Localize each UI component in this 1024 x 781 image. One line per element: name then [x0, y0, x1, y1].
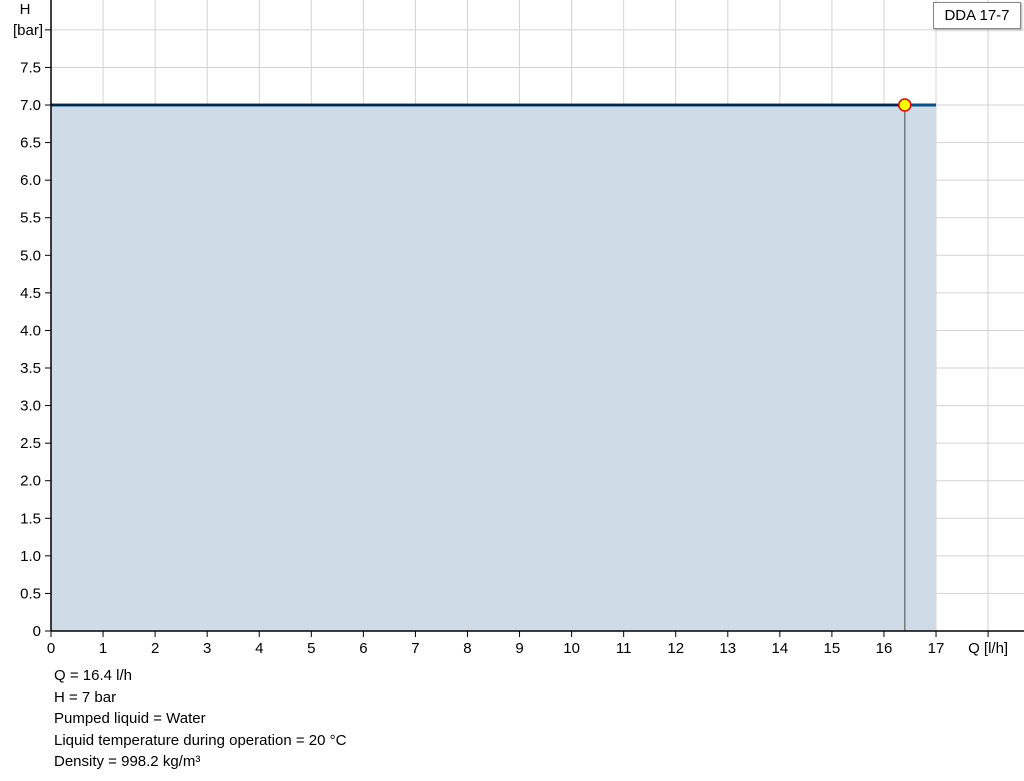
info-temperature: Liquid temperature during operation = 20…	[54, 731, 347, 749]
y-tick-label: 0	[33, 623, 41, 640]
duty-point-info: Q = 16.4 l/h H = 7 bar Pumped liquid = W…	[54, 665, 346, 773]
x-tick-label: 6	[359, 640, 367, 657]
y-tick-label: 6.0	[20, 172, 41, 189]
x-axis-label: Q [l/h]	[968, 640, 1008, 657]
info-flow: Q = 16.4 l/h	[54, 667, 132, 684]
x-tick-label: 14	[771, 640, 788, 657]
x-tick-label: 11	[616, 640, 632, 657]
x-tick-label: 7	[411, 640, 419, 657]
x-tick-label: 1	[99, 640, 107, 657]
y-tick-label: 5.0	[20, 247, 41, 264]
y-tick-label: 3.0	[20, 398, 41, 415]
y-tick-label: 2.0	[20, 473, 41, 490]
y-tick-label: 3.5	[20, 360, 41, 377]
x-tick-label: 3	[203, 640, 211, 657]
x-tick-label: 13	[719, 640, 736, 657]
x-tick-label: 17	[928, 640, 945, 657]
info-head: H = 7 bar	[54, 688, 117, 706]
y-tick-label: 1.0	[20, 548, 41, 565]
duty-point-marker	[898, 98, 912, 112]
y-tick-label: 0.5	[20, 585, 41, 602]
y-tick-label: 4.0	[20, 322, 41, 339]
pump-curve-chart: 0 1 2 3 4 5 6 7 8 9 10 11 12 13 14 15 16 17 Q [l/h]00.51.0…	[13, 0, 1024, 657]
x-tick-label: 12	[667, 640, 684, 657]
x-tick-label: 16	[876, 640, 893, 657]
y-axis-unit: [bar]	[13, 22, 43, 39]
y-tick-label: 7.0	[20, 97, 41, 114]
x-tick-label: 5	[307, 640, 315, 657]
x-tick-label: 8	[463, 640, 471, 657]
legend-series-label: DDA 17-7	[933, 2, 1021, 29]
x-tick-label: 4	[255, 640, 263, 657]
x-tick-label: 9	[515, 640, 523, 657]
y-tick-label: 2.5	[20, 435, 41, 452]
operating-area	[51, 105, 937, 631]
y-tick-label: 1.5	[20, 510, 41, 527]
info-liquid: Pumped liquid = Water	[54, 710, 206, 727]
x-tick-label: 10	[563, 640, 580, 657]
x-tick-label: 0	[47, 640, 55, 657]
y-tick-label: 6.5	[20, 135, 41, 152]
x-tick-label: 15	[824, 640, 841, 657]
y-tick-label: 7.5	[20, 59, 41, 76]
x-tick-label: 2	[151, 640, 159, 657]
y-tick-label: 5.5	[20, 210, 41, 227]
info-density: Density = 998.2 kg/m³	[54, 753, 201, 770]
y-tick-label: 4.5	[20, 285, 41, 302]
y-axis-label: H	[20, 1, 31, 18]
